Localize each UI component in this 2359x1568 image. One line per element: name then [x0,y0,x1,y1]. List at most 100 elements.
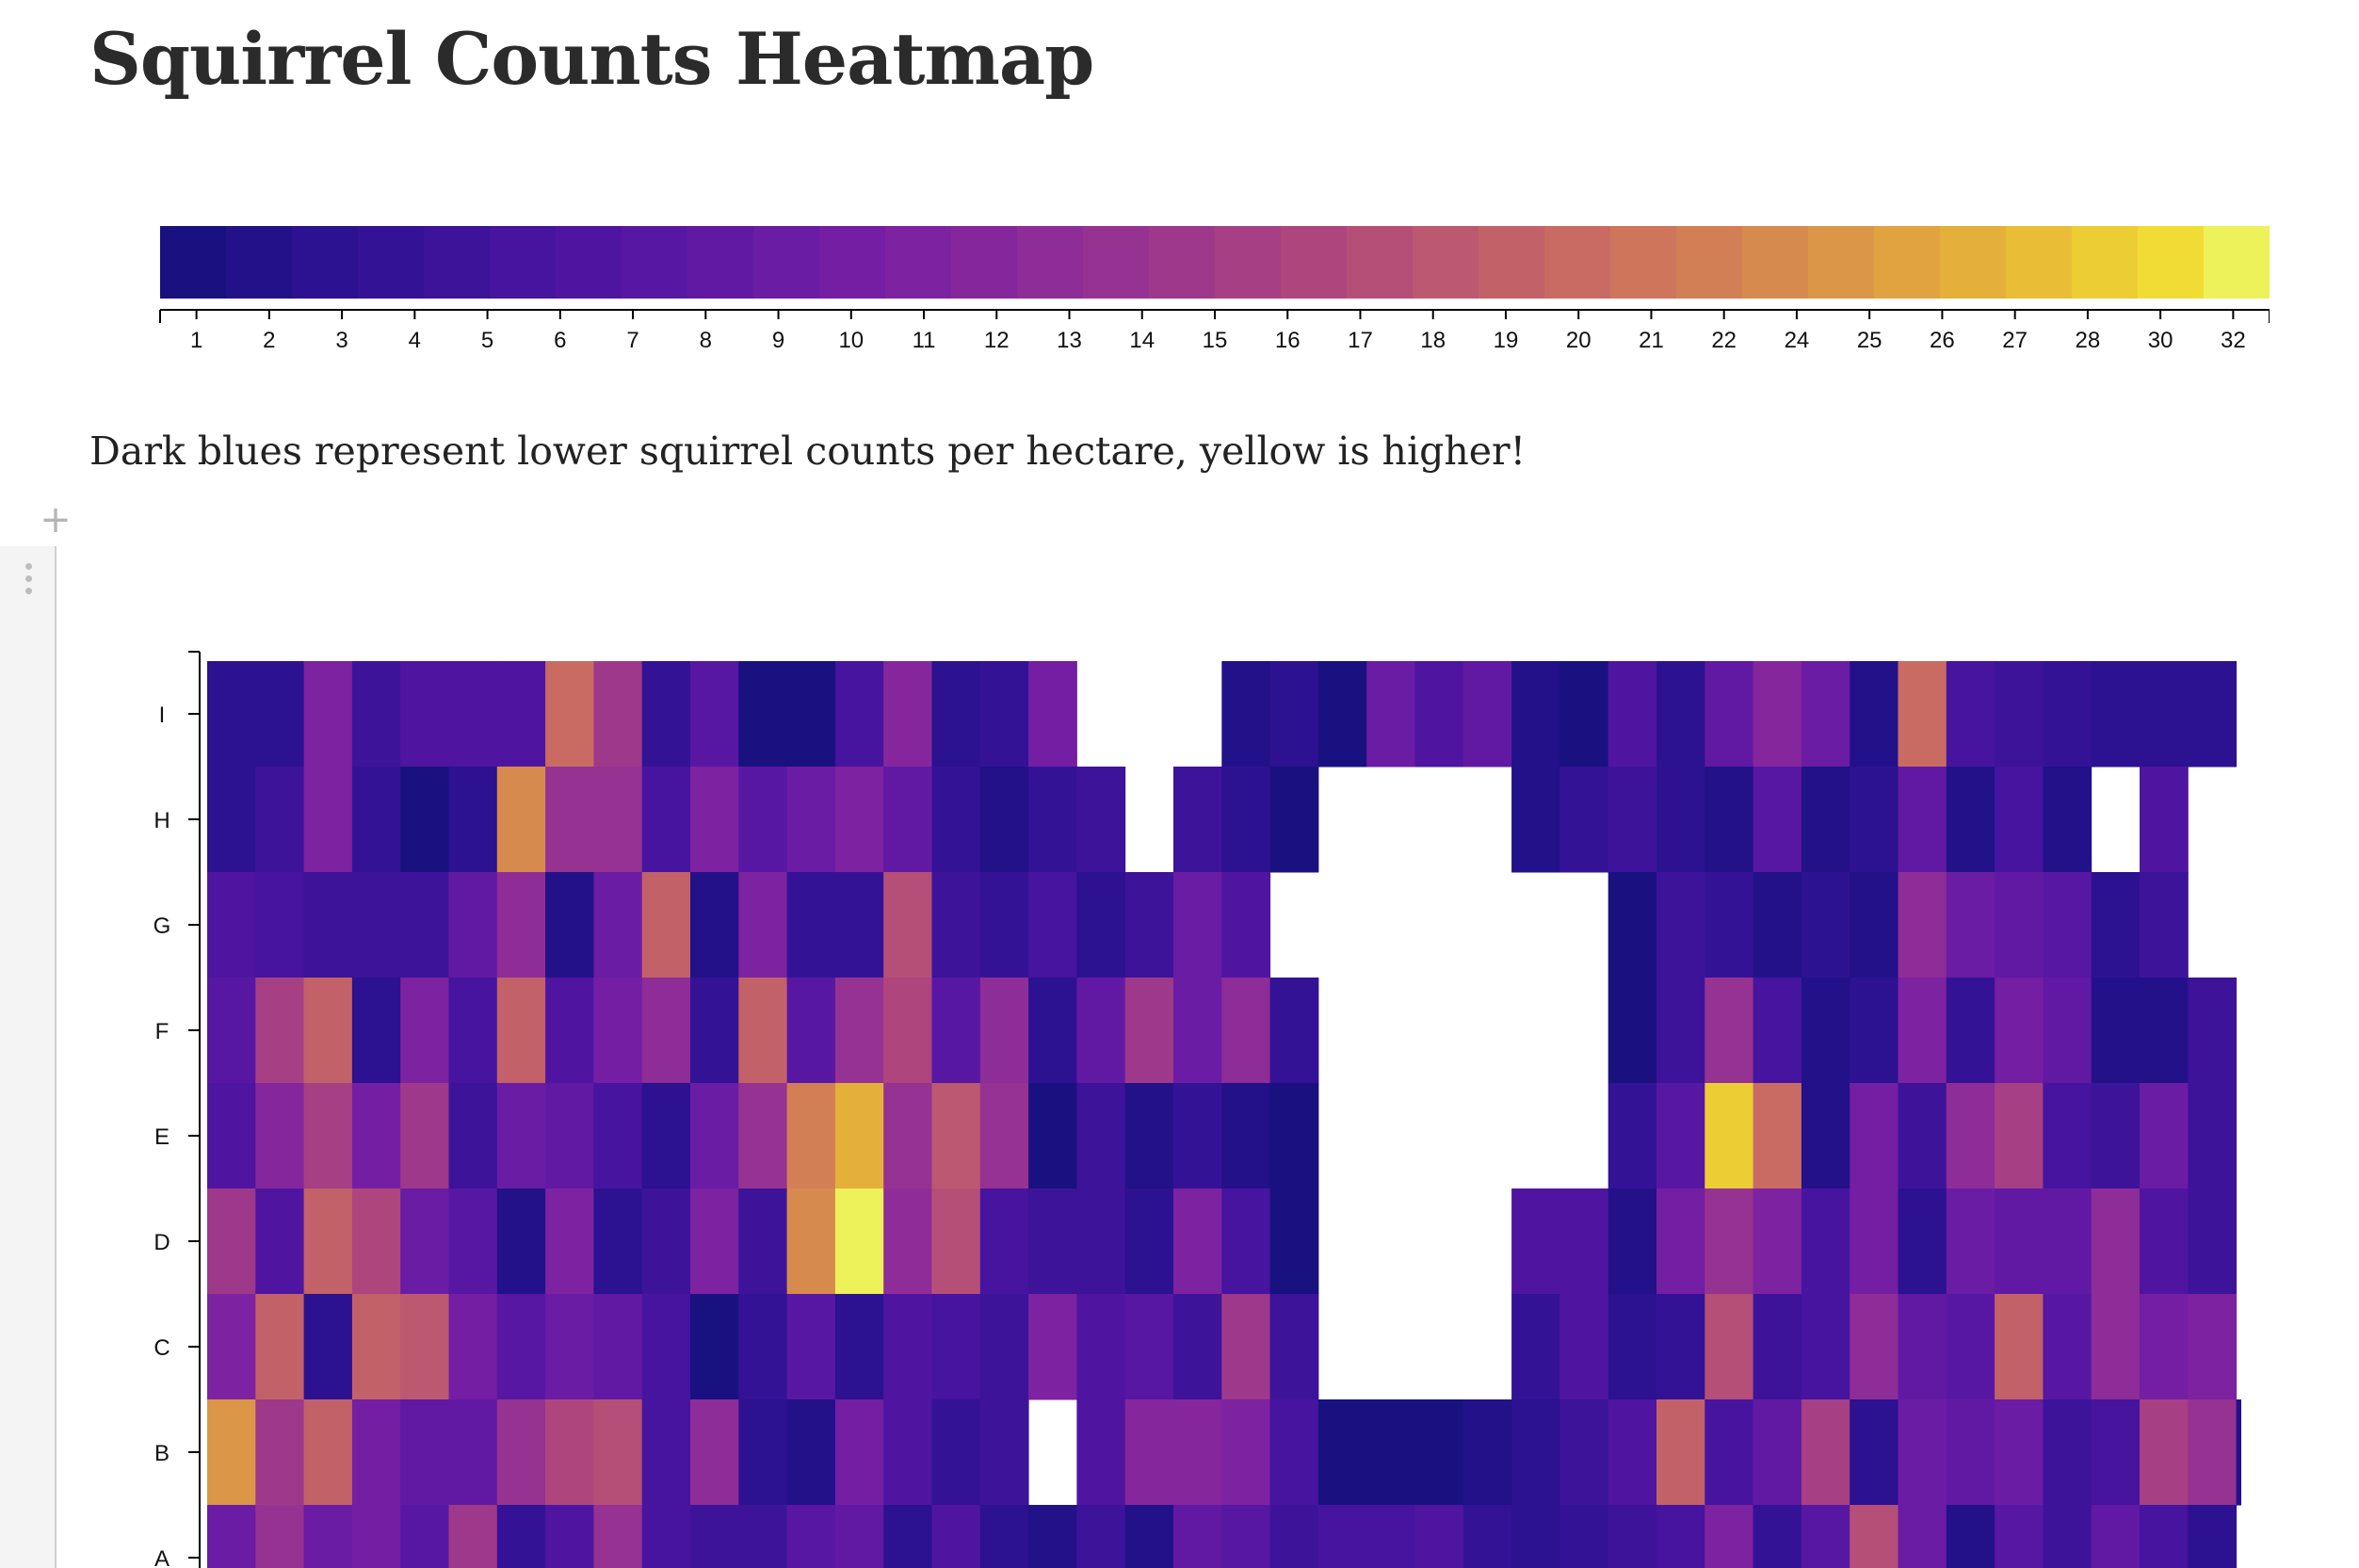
heatmap-cell [593,1188,643,1295]
heatmap-cell [786,1505,836,1568]
heatmap-cell [351,1083,401,1189]
y-tick-label: B [154,1441,170,1466]
heatmap-cell [1898,1294,1947,1400]
heatmap-cell [786,1083,836,1189]
heatmap-cell [2188,1294,2238,1400]
heatmap-cell [979,872,1029,978]
heatmap-cell [931,1294,981,1400]
heatmap-cell [207,1188,256,1295]
heatmap-cell [255,978,305,1084]
heatmap-cell [2043,1188,2092,1295]
heatmap-cell [738,1294,788,1400]
heatmap-cell [1801,1083,1850,1189]
legend-swatch [1083,226,1150,299]
legend-tick-label: 32 [2221,328,2246,353]
legend-tick-label: 21 [1639,328,1664,353]
heatmap-cell [1076,1505,1126,1568]
heatmap-cell [1850,1399,1899,1506]
heatmap-cell [255,1505,305,1568]
heatmap-cell [1850,1294,1899,1400]
heatmap-cell [2188,978,2238,1084]
heatmap-cell [2091,1294,2141,1400]
heatmap-cell [738,767,788,873]
heatmap-cell [351,1294,401,1400]
heatmap-cell [1656,872,1705,978]
plus-icon[interactable]: + [40,498,72,542]
heatmap-cell [1753,1505,1802,1568]
legend-swatch [1874,226,1941,299]
heatmap-cell [1269,1083,1319,1189]
legend-tick-label: 7 [626,328,638,353]
y-tick-label: I [159,703,166,728]
heatmap-cell [1076,1188,1126,1295]
heatmap-cell [1995,978,2044,1084]
heatmap-cell [786,1188,836,1295]
legend-tick-label: 9 [772,328,784,353]
drag-handle-icon[interactable] [21,563,36,601]
legend-tick-label: 8 [700,328,712,353]
heatmap-cell [400,661,449,768]
heatmap-cell [2043,1083,2092,1189]
heatmap-cell [979,1399,1029,1506]
heatmap-cell [1801,1188,1850,1295]
heatmap-cell [1124,1294,1174,1400]
heatmap-cell [448,872,498,978]
heatmap-cell [448,661,498,768]
heatmap-cell [2140,661,2189,768]
heatmap-cell [1801,1505,1850,1568]
heatmap-cell [1801,978,1850,1084]
legend-tick-label: 2 [263,328,275,353]
heatmap-cell [207,1083,256,1189]
heatmap-cell [1898,1083,1947,1189]
heatmap-cell [1269,1505,1319,1568]
heatmap-cell [1559,1188,1609,1295]
heatmap-cell [545,1083,594,1189]
heatmap-cell [1028,1188,1077,1295]
legend-tick-label: 24 [1785,328,1810,353]
heatmap-cell [1705,1294,1754,1400]
heatmap-cell [351,1188,401,1295]
heatmap-cell [1124,1505,1174,1568]
heatmap-cell [641,1399,691,1506]
heatmap-cell [400,1505,449,1568]
heatmap-cell [496,1505,546,1568]
heatmap-cell [1124,978,1174,1084]
heatmap-cell [1656,661,1705,768]
legend-swatch [753,226,820,299]
heatmap-cell [207,1294,256,1400]
heatmap-cell [641,872,691,978]
heatmap-cell [641,1294,691,1400]
heatmap-cell [1124,1083,1174,1189]
heatmap-cell [496,1188,546,1295]
heatmap-cell [1850,978,1899,1084]
heatmap-cell [593,1399,643,1506]
heatmap-cell [1656,978,1705,1084]
heatmap-cell [448,767,498,873]
heatmap-cell [1608,1399,1657,1506]
heatmap-cell [593,978,643,1084]
heatmap-cell [834,1083,884,1189]
heatmap-cell [641,978,691,1084]
legend-swatch [2006,226,2073,299]
legend-tick-label: 12 [984,328,1010,353]
heatmap-cell [351,767,401,873]
legend-tick-label: 1 [190,328,202,353]
legend-swatch [1808,226,1875,299]
heatmap-cell [303,1294,353,1400]
heatmap-cell [1946,661,1995,768]
heatmap-cell [2043,872,2092,978]
heatmap-cell [1124,1188,1174,1295]
legend-swatch [622,226,688,299]
heatmap-cell [979,1188,1029,1295]
heatmap-cell [786,978,836,1084]
heatmap-cell [1801,1294,1850,1400]
heatmap-cell [690,1294,739,1400]
heatmap-cell [1511,1294,1560,1400]
legend-tick-label: 4 [409,328,421,353]
legend-swatch [1478,226,1545,299]
heatmap-cell [1995,1188,2044,1295]
heatmap-cell [1559,1399,1609,1506]
legend-tick-label: 11 [913,328,936,353]
legend-swatch [1347,226,1414,299]
heatmap-cell [496,872,546,978]
